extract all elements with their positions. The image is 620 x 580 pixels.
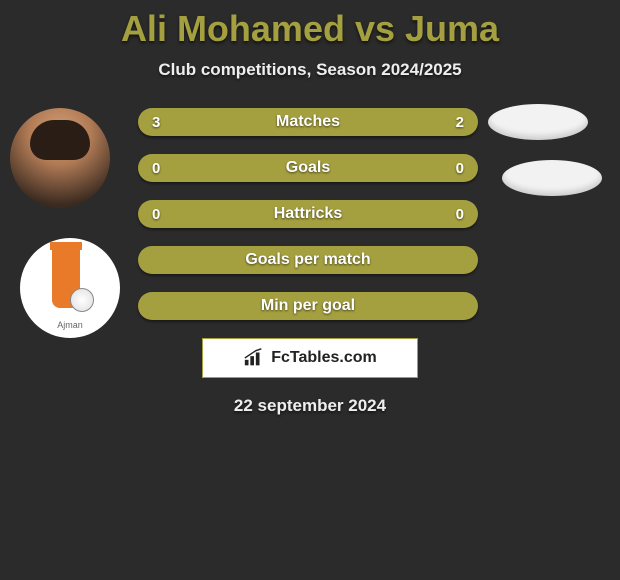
club-name-label: Ajman	[20, 320, 120, 330]
stat-label: Goals per match	[138, 251, 478, 269]
stat-label: Hattricks	[138, 205, 478, 223]
date-label: 22 september 2024	[0, 396, 620, 416]
stat-label: Goals	[138, 159, 478, 177]
stat-row-min-per-goal: Min per goal	[138, 292, 478, 320]
stat-left-value: 0	[152, 206, 160, 223]
player-right-club-placeholder	[502, 160, 602, 196]
player-left-club-badge: Ajman	[20, 238, 120, 338]
stat-left-value: 3	[152, 114, 160, 131]
stat-right-value: 2	[456, 114, 464, 131]
stat-row-goals-per-match: Goals per match	[138, 246, 478, 274]
stat-left-value: 0	[152, 160, 160, 177]
player-right-avatar-placeholder	[488, 104, 588, 140]
page-title: Ali Mohamed vs Juma	[0, 0, 620, 50]
bar-chart-icon	[243, 348, 265, 368]
stat-bars: 3 Matches 2 0 Goals 0 0 Hattricks 0 Goal…	[138, 108, 478, 320]
comparison-panel: Ajman 3 Matches 2 0 Goals 0 0 Hattricks …	[0, 108, 620, 320]
stat-row-goals: 0 Goals 0	[138, 154, 478, 182]
player-left-avatar	[10, 108, 110, 208]
stat-row-matches: 3 Matches 2	[138, 108, 478, 136]
brand-text: FcTables.com	[271, 349, 377, 367]
stat-row-hattricks: 0 Hattricks 0	[138, 200, 478, 228]
brand-badge: FcTables.com	[202, 338, 418, 378]
stat-right-value: 0	[456, 160, 464, 177]
stat-right-value: 0	[456, 206, 464, 223]
football-icon	[70, 288, 94, 312]
subtitle: Club competitions, Season 2024/2025	[0, 60, 620, 80]
stat-label: Matches	[138, 113, 478, 131]
stat-label: Min per goal	[138, 297, 478, 315]
